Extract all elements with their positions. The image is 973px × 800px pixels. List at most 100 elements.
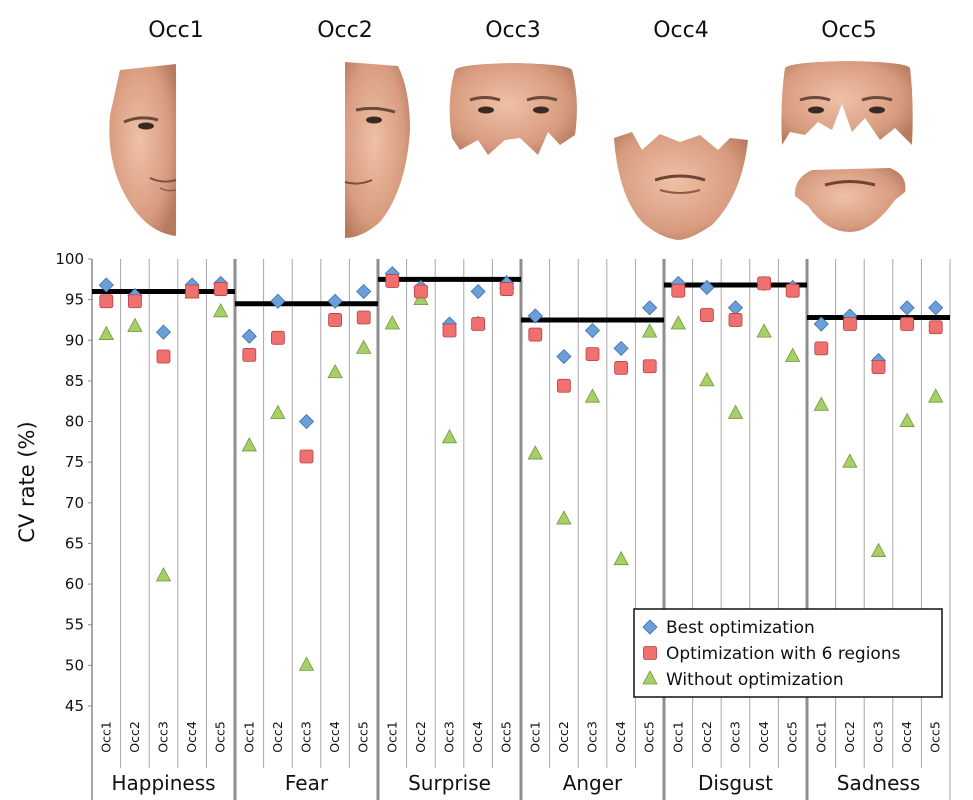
y-tick-label: 70 (65, 494, 84, 512)
square-marker-disgust-occ3 (728, 313, 743, 327)
triangle-marker-disgust-occ2 (699, 372, 715, 387)
y-tick-label: 95 (65, 291, 84, 309)
x-tick-label: Occ3 (299, 721, 314, 753)
square-marker-sadness-occ2 (843, 317, 857, 331)
legend-label: Best optimization (666, 618, 815, 638)
diamond-marker-sadness-occ1 (813, 316, 829, 332)
triangle-marker-sadness-occ5 (928, 388, 944, 403)
y-tick-label: 90 (65, 331, 84, 349)
triangle-marker-sadness-occ2 (842, 453, 858, 468)
x-axis-labels: Occ1 Occ2 Occ3 Occ4 Occ5 Happiness Occ1 Occ2 Occ… (98, 721, 942, 795)
diamond-marker-disgust-occ3 (727, 300, 744, 316)
triangle-marker-disgust-occ4 (756, 323, 772, 338)
triangle-marker-anger-occ4 (613, 550, 629, 566)
triangle-marker-anger-occ3 (584, 388, 601, 403)
square-marker-happiness-occ4 (185, 284, 200, 299)
legend-label: Optimization with 6 regions (666, 644, 901, 664)
face-title-occ3: Occ3 (485, 18, 541, 43)
x-tick-label: Occ4 (756, 721, 771, 753)
face-titles: Occ1 Occ2 Occ3 Occ4 Occ5 (148, 18, 877, 43)
x-tick-label: Occ5 (499, 721, 514, 753)
x-tick-label: Occ3 (156, 721, 171, 753)
triangle-marker-anger-occ5 (642, 323, 658, 338)
y-tick-label: 45 (65, 697, 84, 715)
y-tick-label: 100 (55, 250, 84, 268)
square-marker-sadness-occ1 (814, 341, 829, 356)
square-marker-happiness-occ2 (127, 294, 142, 309)
square-marker-surprise-occ5 (499, 282, 514, 296)
x-tick-label: Occ2 (699, 721, 714, 753)
diamond-marker-fear-occ5 (356, 283, 372, 300)
square-marker-disgust-occ5 (785, 283, 800, 298)
square-marker-anger-occ4 (614, 361, 628, 375)
square-marker-anger-occ2 (557, 378, 571, 393)
x-tick-label: Occ1 (241, 721, 256, 753)
square-marker-fear-occ1 (242, 348, 257, 362)
x-tick-label: Occ4 (899, 721, 914, 753)
face-occ3-image (449, 63, 577, 155)
data-markers (98, 266, 944, 671)
face-occ4-image (614, 132, 748, 240)
triangle-marker-disgust-occ1 (670, 315, 686, 330)
square-marker-happiness-occ3 (156, 349, 171, 364)
triangle-marker-happiness-occ1 (98, 325, 114, 340)
triangle-marker-sadness-occ4 (899, 412, 915, 427)
diamond-marker-anger-occ1 (527, 308, 543, 324)
reference-lines (92, 276, 950, 323)
y-tick-label: 65 (65, 534, 84, 552)
square-marker-anger-occ3 (585, 347, 600, 361)
y-tick-label: 80 (65, 413, 84, 431)
x-tick-label: Occ5 (213, 721, 228, 753)
x-tick-label: Occ5 (928, 721, 943, 753)
diamond-marker-anger-occ3 (584, 322, 601, 339)
triangle-marker-sadness-occ3 (870, 542, 887, 557)
y-tick-label: 85 (65, 372, 84, 390)
diamond-marker-anger-occ4 (613, 340, 629, 356)
diamond-marker-fear-occ3 (298, 413, 315, 430)
y-axis: 100 95 90 85 80 75 70 65 60 55 50 45 (55, 250, 92, 715)
triangle-marker-disgust-occ3 (727, 404, 744, 419)
square-marker-anger-occ1 (528, 327, 543, 342)
diamond-marker-disgust-occ2 (699, 279, 715, 296)
x-tick-label: Occ1 (98, 721, 113, 753)
square-marker-happiness-occ1 (99, 294, 114, 309)
group-label-happiness: Happiness (111, 771, 215, 795)
chart: 100 95 90 85 80 75 70 65 60 55 50 45 CV rate (%) Oc… (15, 250, 951, 800)
y-tick-label: 60 (65, 575, 84, 593)
square-marker-sadness-occ3 (871, 360, 886, 374)
legend-box (633, 608, 943, 698)
face-occ2-image (344, 62, 410, 238)
group-label-anger: Anger (563, 771, 623, 795)
triangle-marker-happiness-occ2 (127, 317, 143, 332)
face-occ5-image (781, 61, 913, 232)
triangle-marker-fear-occ4 (327, 363, 343, 379)
legend-marker-diamond (642, 619, 658, 635)
x-tick-label: Occ5 (785, 721, 800, 753)
diamond-marker-happiness-occ3 (155, 324, 172, 340)
triangle-marker-anger-occ2 (556, 510, 572, 525)
grid-lines (91, 259, 951, 800)
face-title-occ4: Occ4 (653, 18, 709, 43)
triangle-marker-fear-occ1 (241, 437, 257, 452)
x-tick-label: Occ1 (384, 721, 399, 753)
square-marker-happiness-occ5 (213, 282, 228, 296)
square-marker-surprise-occ1 (385, 274, 400, 288)
diamond-marker-happiness-occ1 (98, 277, 114, 293)
triangle-marker-fear-occ5 (356, 339, 372, 354)
square-marker-fear-occ2 (270, 330, 285, 345)
x-tick-label: Occ4 (613, 721, 628, 753)
diamond-marker-anger-occ2 (556, 348, 572, 365)
legend-marker-triangle (642, 670, 658, 685)
triangle-marker-disgust-occ5 (785, 347, 801, 362)
face-images (109, 61, 913, 240)
y-tick-label: 75 (65, 453, 84, 471)
x-tick-label: Occ2 (127, 721, 142, 753)
square-marker-fear-occ5 (356, 310, 371, 325)
x-tick-label: Occ4 (470, 721, 485, 753)
x-tick-label: Occ3 (442, 721, 457, 753)
triangle-marker-fear-occ2 (270, 404, 286, 419)
x-tick-label: Occ4 (184, 721, 199, 753)
diamond-marker-surprise-occ4 (470, 283, 486, 300)
x-tick-label: Occ1 (527, 721, 542, 753)
x-tick-label: Occ5 (642, 721, 657, 753)
